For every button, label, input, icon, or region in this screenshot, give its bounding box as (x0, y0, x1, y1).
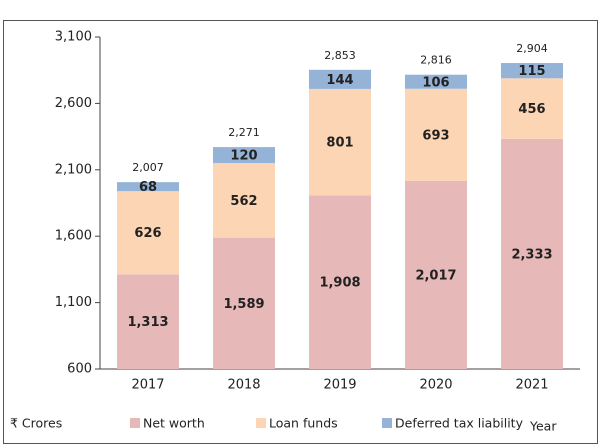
bar-segment (501, 138, 563, 369)
segment-label: 626 (134, 226, 161, 241)
segment-label: 801 (326, 136, 353, 151)
bar-segment (501, 63, 563, 79)
legend-label: Deferred tax liability (395, 416, 524, 431)
y-tick-label: 2,100 (55, 162, 92, 177)
segment-label: 120 (230, 149, 257, 164)
x-tick-label: 2017 (131, 378, 164, 393)
x-axis-label: Year (529, 419, 557, 434)
bar-segment (309, 195, 371, 369)
segment-label: 115 (518, 64, 545, 79)
total-label: 2,007 (132, 161, 164, 174)
total-label: 2,853 (324, 49, 356, 62)
y-tick-label: 1,600 (55, 229, 92, 244)
y-tick-label: 600 (67, 362, 92, 377)
bar-segment (213, 147, 275, 164)
segment-label: 2,017 (415, 268, 456, 283)
unit-label: ₹ Crores (10, 416, 62, 431)
bar-segment (309, 88, 371, 196)
segment-label: 456 (518, 102, 545, 117)
total-label: 2,271 (228, 126, 260, 139)
x-tick-label: 2020 (419, 378, 452, 393)
bar-segment (405, 180, 467, 369)
bar-segment (501, 78, 563, 139)
segment-label: 562 (230, 194, 257, 209)
y-tick-label: 1,100 (55, 295, 92, 310)
segment-label: 1,908 (319, 276, 360, 291)
y-tick-label: 3,100 (55, 30, 92, 45)
segment-label: 68 (139, 180, 157, 195)
total-label: 2,904 (516, 42, 548, 55)
segment-label: 693 (422, 128, 449, 143)
x-tick-label: 2021 (515, 378, 548, 393)
x-tick-label: 2019 (323, 378, 356, 393)
x-tick-label: 2018 (227, 378, 260, 393)
bar-segment (117, 191, 179, 275)
segment-label: 1,313 (127, 315, 168, 330)
bar-segment (117, 182, 179, 192)
legend-swatch (382, 418, 392, 428)
bar-segment (213, 237, 275, 369)
segment-label: 144 (326, 73, 353, 88)
total-label: 2,816 (420, 54, 452, 67)
bar-segment (405, 74, 467, 89)
y-tick-label: 2,600 (55, 96, 92, 111)
segment-label: 1,589 (223, 297, 264, 312)
segment-label: 106 (422, 75, 449, 90)
bar-segment (405, 88, 467, 181)
bar-segment (117, 274, 179, 369)
legend-label: Loan funds (269, 416, 338, 431)
legend-label: Net worth (143, 416, 205, 431)
legend-swatch (256, 418, 266, 428)
frame (3, 20, 598, 444)
legend-swatch (130, 418, 140, 428)
bar-segment (213, 163, 275, 238)
bar-segment (309, 69, 371, 89)
segment-label: 2,333 (511, 247, 552, 262)
